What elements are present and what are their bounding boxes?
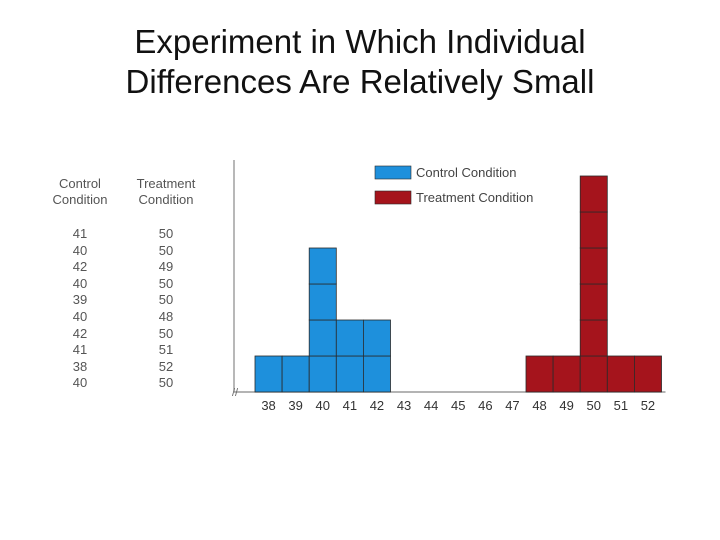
histogram-cell (308, 247, 337, 285)
control-value: 40 (72, 375, 88, 391)
x-tick-label: 40 (316, 398, 330, 413)
control-value: 41 (72, 342, 88, 358)
legend-swatch (374, 190, 412, 205)
treatment-values-column: 50 50 49 50 50 48 50 51 52 50 (126, 226, 206, 392)
axis-break-symbol: // (232, 387, 239, 399)
legend-swatch (374, 165, 412, 180)
treatment-value: 50 (158, 226, 174, 241)
x-tick-label: 45 (451, 398, 465, 413)
control-column-header: Control Condition (40, 176, 120, 208)
control-value: 40 (72, 308, 88, 324)
histogram-cell (579, 211, 608, 249)
histogram-cell (254, 355, 283, 393)
treatment-value: 48 (158, 308, 174, 324)
slide-title: Experiment in Which Individual Differenc… (0, 22, 720, 102)
histogram-cell (579, 319, 608, 357)
x-tick-label: 49 (559, 398, 573, 413)
title-line-1: Experiment in Which Individual (134, 23, 586, 60)
histogram-cell (308, 319, 337, 357)
histogram-cell (281, 355, 310, 393)
x-tick-label: 38 (261, 398, 275, 413)
x-tick-label: 43 (397, 398, 411, 413)
histogram-cell (579, 355, 608, 393)
treatment-value: 49 (158, 259, 174, 275)
treatment-value: 52 (158, 358, 174, 374)
histogram-cell (335, 319, 364, 357)
treatment-header-line-2: Condition (138, 192, 194, 207)
x-tick-label: 48 (532, 398, 546, 413)
treatment-value: 50 (158, 242, 174, 258)
histogram-cell (308, 283, 337, 321)
treatment-column-header: Treatment Condition (126, 176, 206, 208)
histogram-cell (579, 175, 608, 213)
treatment-value: 51 (158, 342, 174, 358)
x-tick-label: 42 (370, 398, 384, 413)
treatment-header-line-1: Treatment (136, 176, 196, 191)
histogram-cell (525, 355, 554, 393)
x-tick-label: 50 (587, 398, 601, 413)
treatment-value: 50 (158, 275, 174, 291)
x-tick-label: 51 (614, 398, 628, 413)
control-value: 40 (72, 275, 88, 291)
legend-label: Treatment Condition (416, 190, 533, 205)
control-header-line-1: Control (59, 176, 101, 191)
x-tick-label: 46 (478, 398, 492, 413)
title-line-2: Differences Are Relatively Small (125, 63, 595, 100)
x-tick-label: 47 (505, 398, 519, 413)
control-value: 40 (72, 242, 88, 258)
x-tick-label: 39 (288, 398, 302, 413)
histogram-cell (579, 247, 608, 285)
x-tick-label: 52 (641, 398, 655, 413)
legend-label: Control Condition (416, 165, 516, 180)
control-value: 42 (72, 325, 88, 341)
histogram-cell (552, 355, 581, 393)
control-values-column: 41 40 42 40 39 40 42 41 38 40 (40, 226, 120, 392)
histogram-cell (308, 355, 337, 393)
control-value: 42 (72, 259, 88, 275)
x-tick-label: 44 (424, 398, 438, 413)
control-value: 38 (72, 358, 88, 374)
histogram-cell (606, 355, 635, 393)
treatment-value: 50 (158, 375, 174, 391)
histogram-cell (579, 283, 608, 321)
control-value: 41 (72, 226, 88, 241)
control-value: 39 (72, 292, 88, 308)
histogram-cell (362, 355, 391, 393)
histogram-cell (634, 355, 662, 393)
control-header-line-2: Condition (52, 192, 108, 207)
treatment-value: 50 (158, 292, 174, 308)
treatment-value: 50 (158, 325, 174, 341)
x-tick-label: 41 (343, 398, 357, 413)
histogram-cell (335, 355, 364, 393)
histogram-cell (362, 319, 391, 357)
